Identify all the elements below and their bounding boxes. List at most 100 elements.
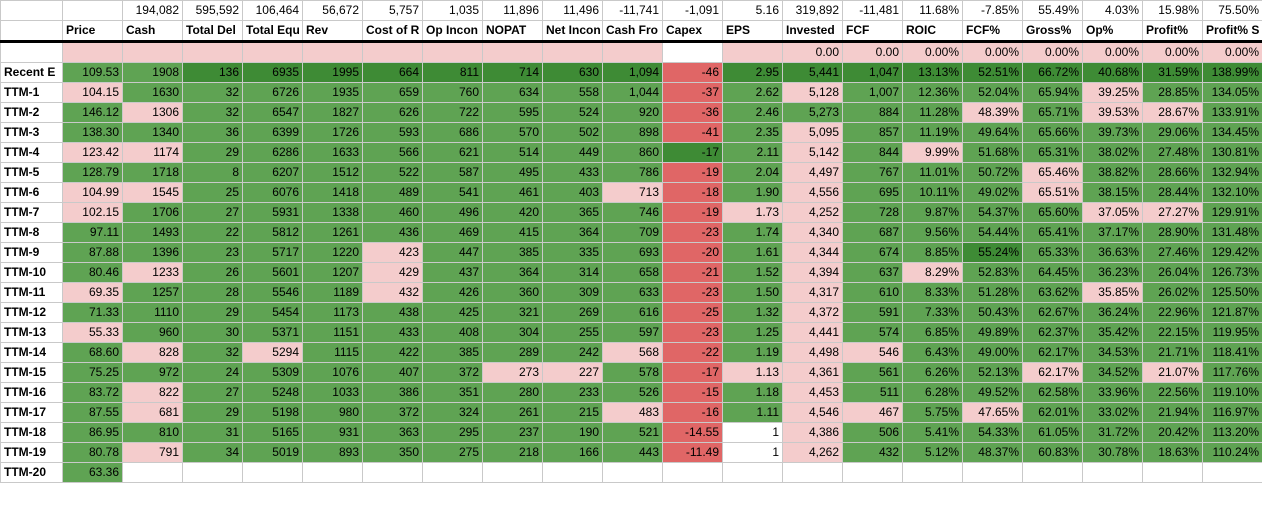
data-cell[interactable]: 4,262 (782, 442, 843, 463)
data-cell[interactable]: 6076 (242, 182, 303, 203)
data-cell[interactable]: 633 (602, 282, 663, 303)
column-header[interactable]: Op% (1082, 20, 1143, 43)
data-cell[interactable]: 1.61 (722, 242, 783, 263)
column-header[interactable]: Op Incon (422, 20, 483, 43)
data-cell[interactable]: 132.10% (1202, 182, 1262, 203)
data-cell[interactable]: 62.58% (1022, 382, 1083, 403)
data-cell[interactable] (422, 462, 483, 483)
data-cell[interactable]: 62.67% (1022, 302, 1083, 323)
data-cell[interactable]: 63.62% (1022, 282, 1083, 303)
data-cell[interactable]: 4,394 (782, 262, 843, 283)
data-cell[interactable] (362, 462, 423, 483)
data-cell[interactable]: 385 (482, 242, 543, 263)
totals-cell[interactable]: 106,464 (242, 0, 303, 21)
totals-cell[interactable]: 55.49% (1022, 0, 1083, 21)
data-cell[interactable]: 5,441 (782, 62, 843, 83)
totals-cell[interactable]: 56,672 (302, 0, 363, 21)
baseline-cell[interactable] (62, 41, 123, 63)
data-cell[interactable]: 26 (182, 262, 243, 283)
data-cell[interactable]: 385 (422, 342, 483, 363)
data-cell[interactable]: 898 (602, 122, 663, 143)
data-cell[interactable]: 664 (362, 62, 423, 83)
data-cell[interactable]: 1151 (302, 322, 363, 343)
data-cell[interactable]: 1630 (122, 82, 183, 103)
data-cell[interactable]: 5309 (242, 362, 303, 383)
data-cell[interactable]: 34.53% (1082, 342, 1143, 363)
data-cell[interactable]: 132.94% (1202, 162, 1262, 183)
data-cell[interactable]: 5371 (242, 322, 303, 343)
baseline-cell[interactable]: 0.00% (1022, 41, 1083, 63)
data-cell[interactable]: 36 (182, 122, 243, 143)
data-cell[interactable]: 116.97% (1202, 402, 1262, 423)
data-cell[interactable]: 13.13% (902, 62, 963, 83)
data-cell[interactable]: 64.45% (1022, 262, 1083, 283)
data-cell[interactable]: 5,273 (782, 102, 843, 123)
data-cell[interactable]: 166 (542, 442, 603, 463)
data-cell[interactable]: 87.55 (62, 402, 123, 423)
data-cell[interactable]: 27.27% (1142, 202, 1203, 223)
data-cell[interactable]: 32 (182, 342, 243, 363)
data-cell[interactable]: 1396 (122, 242, 183, 263)
data-cell[interactable]: 8.85% (902, 242, 963, 263)
data-cell[interactable] (782, 462, 843, 483)
data-cell[interactable]: 1220 (302, 242, 363, 263)
data-cell[interactable]: 1338 (302, 202, 363, 223)
data-cell[interactable]: 1.74 (722, 222, 783, 243)
data-cell[interactable]: 55.33 (62, 322, 123, 343)
data-cell[interactable]: 113.20% (1202, 422, 1262, 443)
data-cell[interactable]: 22.56% (1142, 382, 1203, 403)
data-cell[interactable]: 746 (602, 202, 663, 223)
data-cell[interactable]: 38.02% (1082, 142, 1143, 163)
data-cell[interactable]: 4,546 (782, 402, 843, 423)
row-label[interactable]: TTM-15 (0, 362, 63, 383)
data-cell[interactable]: 811 (422, 62, 483, 83)
data-cell[interactable]: 47.65% (962, 402, 1023, 423)
data-cell[interactable]: 5198 (242, 402, 303, 423)
data-cell[interactable]: 29 (182, 402, 243, 423)
data-cell[interactable]: 9.87% (902, 202, 963, 223)
data-cell[interactable]: 4,344 (782, 242, 843, 263)
data-cell[interactable]: 126.73% (1202, 262, 1262, 283)
data-cell[interactable]: 21.94% (1142, 402, 1203, 423)
data-cell[interactable]: -15 (662, 382, 723, 403)
data-cell[interactable]: 363 (362, 422, 423, 443)
data-cell[interactable]: 714 (482, 62, 543, 83)
data-cell[interactable]: 1493 (122, 222, 183, 243)
data-cell[interactable]: 687 (842, 222, 903, 243)
data-cell[interactable]: 1,094 (602, 62, 663, 83)
data-cell[interactable]: 54.33% (962, 422, 1023, 443)
data-cell[interactable]: 35.85% (1082, 282, 1143, 303)
data-cell[interactable]: 1.19 (722, 342, 783, 363)
row-label[interactable]: TTM-19 (0, 442, 63, 463)
data-cell[interactable]: 438 (362, 302, 423, 323)
data-cell[interactable]: 407 (362, 362, 423, 383)
data-cell[interactable]: 1726 (302, 122, 363, 143)
data-cell[interactable]: 129.91% (1202, 202, 1262, 223)
row-label[interactable]: TTM-9 (0, 242, 63, 263)
data-cell[interactable]: 34 (182, 442, 243, 463)
data-cell[interactable]: -18 (662, 182, 723, 203)
data-cell[interactable]: 28.66% (1142, 162, 1203, 183)
totals-cell[interactable]: 595,592 (182, 0, 243, 21)
data-cell[interactable]: -25 (662, 302, 723, 323)
row-label[interactable]: TTM-1 (0, 82, 63, 103)
data-cell[interactable]: -17 (662, 142, 723, 163)
data-cell[interactable]: 23 (182, 242, 243, 263)
data-cell[interactable]: 52.83% (962, 262, 1023, 283)
data-cell[interactable]: 21.71% (1142, 342, 1203, 363)
data-cell[interactable]: 595 (482, 102, 543, 123)
data-cell[interactable]: 931 (302, 422, 363, 443)
data-cell[interactable]: 2.46 (722, 102, 783, 123)
data-cell[interactable]: 1261 (302, 222, 363, 243)
baseline-cell[interactable]: 0.00 (782, 41, 843, 63)
data-cell[interactable]: 28.44% (1142, 182, 1203, 203)
data-cell[interactable]: 31.59% (1142, 62, 1203, 83)
column-header[interactable]: FCF (842, 20, 903, 43)
data-cell[interactable]: 37.17% (1082, 222, 1143, 243)
data-cell[interactable]: 27 (182, 382, 243, 403)
column-header[interactable]: Rev (302, 20, 363, 43)
column-header[interactable]: FCF% (962, 20, 1023, 43)
data-cell[interactable]: 134.45% (1202, 122, 1262, 143)
baseline-cell[interactable] (242, 41, 303, 63)
data-cell[interactable]: 63.36 (62, 462, 123, 483)
